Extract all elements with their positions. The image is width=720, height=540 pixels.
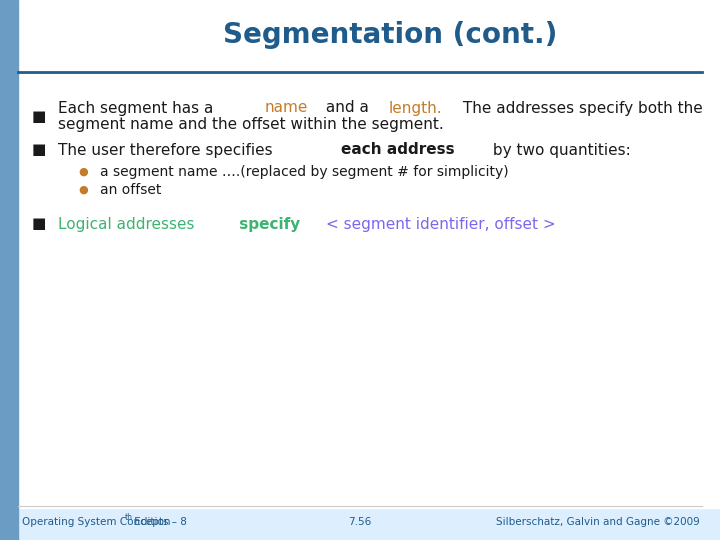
Text: each address: each address [341,143,455,158]
Text: ■: ■ [32,217,46,232]
Text: length.: length. [389,100,442,116]
Text: < segment identifier, offset >: < segment identifier, offset > [326,217,556,232]
Text: specify: specify [234,217,305,232]
Text: 7.56: 7.56 [348,517,372,527]
Bar [0,0,18,540]
Text: a segment name ….(replaced by segment # for simplicity): a segment name ….(replaced by segment # … [100,165,508,179]
Text: segment name and the offset within the segment.: segment name and the offset within the s… [58,118,444,132]
Text: th: th [125,514,133,523]
Text: Segmentation (cont.): Segmentation (cont.) [222,21,557,49]
Text: by two quantities:: by two quantities: [488,143,631,158]
Text: and a: and a [320,100,374,116]
Text: Edition: Edition [131,517,171,527]
Text: Logical addresses: Logical addresses [58,217,194,232]
Text: The addresses specify both the: The addresses specify both the [458,100,703,116]
Text: ■: ■ [32,109,46,124]
Text: Operating System Concepts – 8: Operating System Concepts – 8 [22,517,187,527]
Text: name: name [265,100,308,116]
Text: The user therefore specifies: The user therefore specifies [58,143,277,158]
Text: ■: ■ [32,143,46,158]
Text: ●: ● [78,185,88,195]
Text: ●: ● [78,167,88,177]
Text: Silberschatz, Galvin and Gagne ©2009: Silberschatz, Galvin and Gagne ©2009 [496,517,700,527]
Text: Each segment has a: Each segment has a [58,100,218,116]
Text: an offset: an offset [100,183,161,197]
